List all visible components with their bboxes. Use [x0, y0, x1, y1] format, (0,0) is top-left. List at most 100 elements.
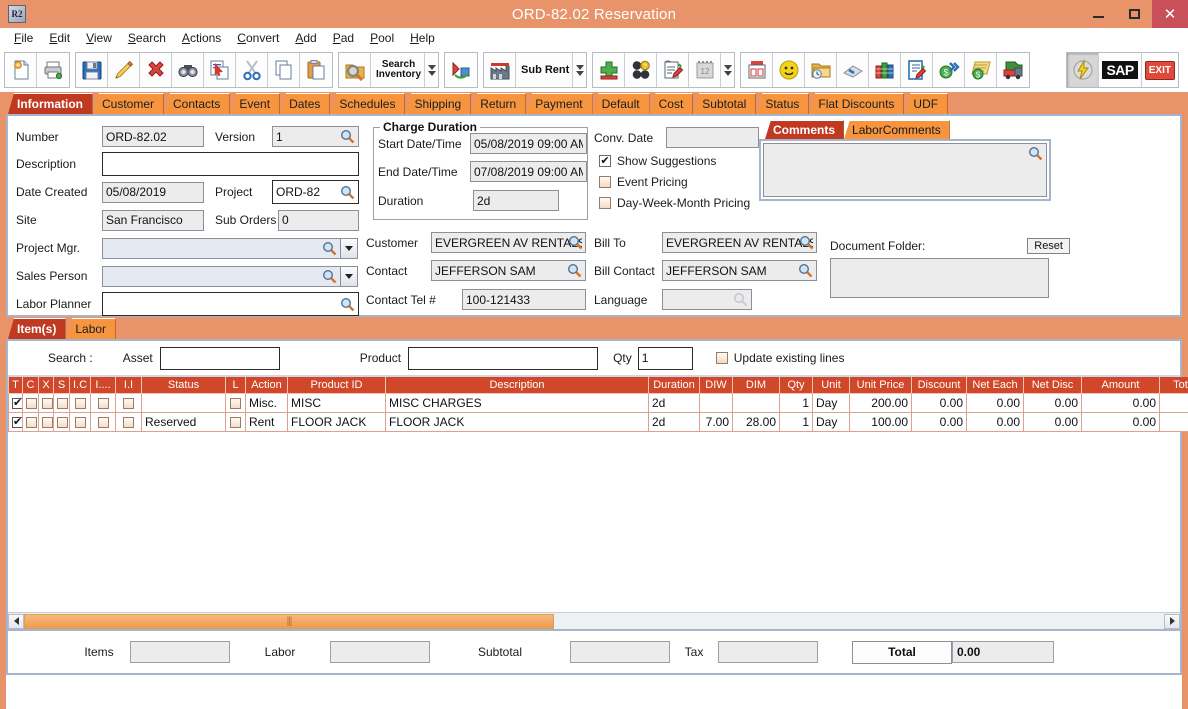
language-field[interactable] [662, 289, 752, 310]
version-field[interactable]: 1 [272, 126, 359, 147]
close-button[interactable]: ✕ [1152, 0, 1188, 28]
column-header-t[interactable]: T [8, 377, 23, 394]
checked-checkbox[interactable] [12, 396, 22, 409]
add-button[interactable] [593, 53, 626, 87]
cell-net_each[interactable]: 0.00 [966, 411, 1024, 432]
search-icon[interactable] [568, 235, 583, 250]
cut-scissors-button[interactable] [236, 53, 268, 87]
cell-unit[interactable]: Day [812, 411, 850, 432]
bill-contact-field[interactable]: JEFFERSON SAM [662, 260, 817, 281]
key-button[interactable] [837, 53, 870, 87]
column-header-i[interactable]: I.... [90, 377, 116, 394]
copy-button[interactable] [268, 53, 300, 87]
scroll-track[interactable]: ||| [24, 613, 1164, 629]
search-icon[interactable] [322, 241, 337, 256]
project-mgr-dropdown[interactable] [341, 237, 358, 259]
end-date-field[interactable]: 07/08/2019 09:00 AM [470, 161, 587, 182]
customer-field[interactable]: EVERGREEN AV RENTALS [431, 232, 586, 253]
delete-button[interactable] [140, 53, 172, 87]
cell-dim[interactable] [732, 392, 780, 413]
cell-x[interactable] [38, 392, 54, 413]
cell-description[interactable]: FLOOR JACK [385, 411, 649, 432]
search-icon[interactable] [1028, 146, 1043, 161]
comments-textarea[interactable] [763, 143, 1047, 197]
cell-discount[interactable]: 0.00 [911, 411, 967, 432]
menu-item-convert[interactable]: Convert [237, 30, 280, 45]
column-header-amount[interactable]: Amount [1081, 377, 1160, 394]
tab-information[interactable]: Information [8, 93, 93, 114]
unchecked-checkbox[interactable] [123, 416, 134, 428]
sub-rent-dropdown[interactable] [573, 53, 586, 87]
unchecked-checkbox[interactable] [42, 397, 53, 409]
tab-shipping[interactable]: Shipping [405, 93, 472, 114]
update-existing-lines-checkbox[interactable] [715, 352, 728, 364]
unchecked-checkbox[interactable] [26, 416, 37, 428]
tab-default[interactable]: Default [592, 93, 650, 114]
scroll-left-button[interactable] [8, 613, 24, 629]
report-pencil-button[interactable] [901, 53, 934, 87]
event-pricing-row[interactable]: Event Pricing [594, 171, 764, 192]
column-header-action[interactable]: Action [245, 377, 288, 394]
column-header-total[interactable]: Tot [1159, 377, 1188, 394]
tab-labor[interactable]: Labor [66, 318, 117, 339]
tab-dates[interactable]: Dates [280, 93, 331, 114]
print-button[interactable] [37, 53, 69, 87]
save-button[interactable] [76, 53, 108, 87]
tab-schedules[interactable]: Schedules [330, 93, 406, 114]
cell-s[interactable] [53, 392, 70, 413]
tab-subtotal[interactable]: Subtotal [693, 93, 757, 114]
tab-status[interactable]: Status [756, 93, 810, 114]
cell-s[interactable] [53, 411, 70, 432]
tab-comments[interactable]: Comments [765, 120, 845, 139]
cell-status[interactable]: Reserved [141, 411, 226, 432]
unchecked-checkbox[interactable] [230, 397, 241, 409]
column-header-unit_price[interactable]: Unit Price [849, 377, 912, 394]
column-header-dim[interactable]: DIM [732, 377, 780, 394]
cell-ic[interactable] [69, 411, 91, 432]
cell-diw[interactable]: 7.00 [699, 411, 733, 432]
cell-description[interactable]: MISC CHARGES [385, 392, 649, 413]
cell-unit[interactable]: Day [812, 392, 850, 413]
cell-ic[interactable] [69, 392, 91, 413]
sub-rent-icon-button[interactable] [484, 53, 517, 87]
unchecked-checkbox[interactable] [74, 397, 86, 409]
column-header-net_each[interactable]: Net Each [966, 377, 1024, 394]
column-header-product_id[interactable]: Product ID [287, 377, 386, 394]
product-input[interactable] [408, 346, 599, 370]
total-button[interactable]: Total [852, 640, 952, 664]
exit-button[interactable]: EXIT [1142, 53, 1178, 87]
cell-product_id[interactable]: FLOOR JACK [287, 411, 386, 432]
column-header-x[interactable]: X [38, 377, 54, 394]
labor-planner-field[interactable] [102, 292, 359, 316]
duration-field[interactable]: 2d [473, 190, 559, 211]
cell-i[interactable] [90, 392, 116, 413]
number-field[interactable]: ORD-82.02 [102, 126, 204, 147]
unchecked-checkbox[interactable] [97, 397, 109, 409]
tab-customer[interactable]: Customer [93, 93, 165, 114]
sap-button[interactable]: SAP [1099, 53, 1142, 87]
column-header-diw[interactable]: DIW [699, 377, 733, 394]
edit-pencil-button[interactable] [108, 53, 140, 87]
sales-person-field[interactable] [102, 265, 341, 287]
column-header-net_disc[interactable]: Net Disc [1023, 377, 1082, 394]
sales-person-dropdown[interactable] [341, 265, 358, 287]
search-icon[interactable] [340, 185, 355, 200]
start-date-field[interactable]: 05/08/2019 09:00 AM [470, 133, 587, 154]
menu-item-actions[interactable]: Actions [181, 30, 222, 45]
binoculars-find-button[interactable] [172, 53, 204, 87]
cell-unit_price[interactable]: 100.00 [849, 411, 912, 432]
menu-item-add[interactable]: Add [295, 30, 317, 45]
qty-input[interactable]: 1 [637, 346, 693, 370]
show-suggestions-row[interactable]: Show Suggestions [594, 150, 764, 171]
tab-contacts[interactable]: Contacts [164, 93, 231, 114]
folder-clock-button[interactable] [805, 53, 838, 87]
menu-item-view[interactable]: View [86, 30, 112, 45]
cell-diw[interactable] [699, 392, 733, 413]
sub-orders-field[interactable]: 0 [278, 209, 359, 231]
cell-action[interactable]: Rent [245, 411, 288, 432]
search-icon[interactable] [340, 129, 355, 144]
column-header-ic[interactable]: I.C [69, 377, 91, 394]
crew-button[interactable]: ? [625, 53, 658, 87]
column-header-discount[interactable]: Discount [911, 377, 967, 394]
dwm-pricing-checkbox[interactable] [599, 196, 611, 209]
